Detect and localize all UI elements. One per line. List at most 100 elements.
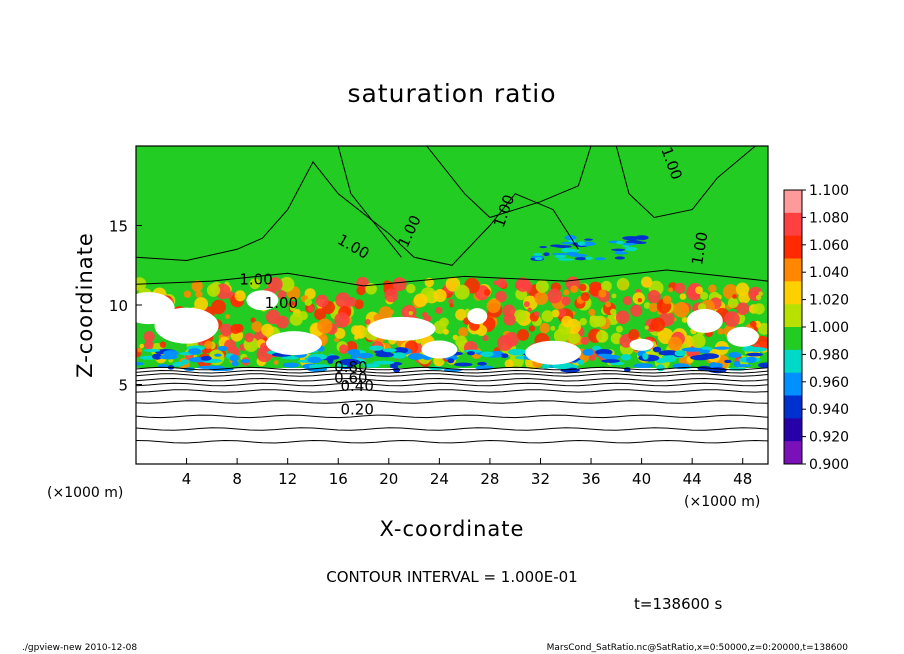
field-cell <box>384 288 399 303</box>
field-cell <box>622 236 640 241</box>
field-cell <box>449 303 454 308</box>
field-cell <box>347 349 361 356</box>
field-cell <box>724 311 740 327</box>
field-cell <box>592 345 602 351</box>
contour-line <box>136 414 768 419</box>
field-cell <box>354 299 364 310</box>
colorbar-swatch <box>784 235 802 259</box>
field-cell <box>611 293 617 299</box>
field-cell <box>334 327 346 339</box>
field-cell <box>143 331 155 343</box>
field-cell <box>289 305 296 312</box>
field-cell <box>642 352 649 360</box>
field-cell <box>750 320 757 328</box>
field-cell <box>736 302 750 316</box>
field-cell <box>561 315 573 328</box>
contour-line <box>426 146 592 219</box>
field-cell <box>362 363 381 368</box>
field-cell <box>454 284 470 300</box>
field-cell <box>691 333 706 349</box>
field-cell <box>681 316 688 323</box>
field-cell <box>695 286 704 295</box>
field-cell <box>455 308 467 321</box>
field-cell <box>406 283 416 294</box>
field-cell <box>137 347 143 353</box>
colorbar-swatch <box>784 212 802 237</box>
field-cell <box>480 351 494 358</box>
field-cell <box>282 362 300 368</box>
field-cell <box>732 294 737 299</box>
field-cell <box>421 340 458 359</box>
field-cell <box>674 350 687 357</box>
field-cell <box>656 364 665 372</box>
field-cell <box>408 311 413 316</box>
field-cell <box>268 277 283 292</box>
field-cell <box>467 351 476 356</box>
field-cell <box>541 310 554 323</box>
field-cell <box>681 347 703 352</box>
field-cell <box>353 325 368 339</box>
field-cell <box>610 332 623 345</box>
field-cell <box>327 357 334 364</box>
field-cell <box>356 286 366 296</box>
field-cell <box>554 245 573 248</box>
field-cell <box>561 296 571 306</box>
field-cell <box>183 290 192 298</box>
contour-line <box>615 146 756 219</box>
field-cell <box>650 317 666 332</box>
field-cell <box>614 251 629 255</box>
field-cell <box>231 360 239 367</box>
field-cell <box>144 340 154 350</box>
field-cell <box>563 289 570 296</box>
field-cell <box>582 348 594 356</box>
colorbar-label: 0.980 <box>809 347 849 363</box>
contour-line <box>136 382 768 387</box>
field-cell <box>616 240 624 245</box>
field-cell <box>600 280 612 292</box>
field-cell <box>539 246 548 249</box>
field-cell <box>350 355 359 359</box>
field-cell <box>497 335 513 352</box>
colorbar-swatch <box>784 304 802 328</box>
field-cell <box>535 279 549 293</box>
field-cell <box>372 360 395 365</box>
field-cell <box>413 293 428 308</box>
field-cell <box>727 297 739 309</box>
field-cell <box>458 327 469 338</box>
field-cell <box>698 349 711 354</box>
field-cell <box>195 290 203 299</box>
field-cell <box>597 353 612 357</box>
field-cell <box>733 361 741 368</box>
field-cell <box>152 353 163 360</box>
field-cell <box>584 238 593 241</box>
field-cell <box>214 353 222 357</box>
footer-right: MarsCond_SatRatio.nc@SatRatio,x=0:50000,… <box>547 643 849 653</box>
field-cell <box>433 288 447 303</box>
field-cell <box>249 278 261 290</box>
field-cell <box>596 330 609 343</box>
field-cell <box>191 280 203 292</box>
field-cell <box>633 363 654 369</box>
colorbar-swatch <box>784 441 802 465</box>
x-tick-label: 32 <box>531 470 550 488</box>
field-cell <box>500 353 509 358</box>
field-cell <box>277 290 287 300</box>
field-cell <box>534 311 540 317</box>
field-cell <box>172 361 185 367</box>
y-tick-label: 10 <box>109 297 128 315</box>
colorbar-label: 0.960 <box>809 375 849 391</box>
field-cell <box>364 318 371 325</box>
field-cell <box>225 314 231 320</box>
field-cell <box>652 346 662 353</box>
contour-line <box>136 377 768 382</box>
field-cell <box>486 298 501 313</box>
cloud-layer <box>136 235 768 374</box>
field-cell <box>633 241 647 245</box>
field-cell <box>647 290 661 304</box>
field-cell <box>622 242 637 246</box>
contour-line <box>136 439 768 444</box>
field-cell <box>143 348 161 353</box>
y-tick-label: 5 <box>118 377 128 395</box>
field-cell <box>139 343 144 349</box>
